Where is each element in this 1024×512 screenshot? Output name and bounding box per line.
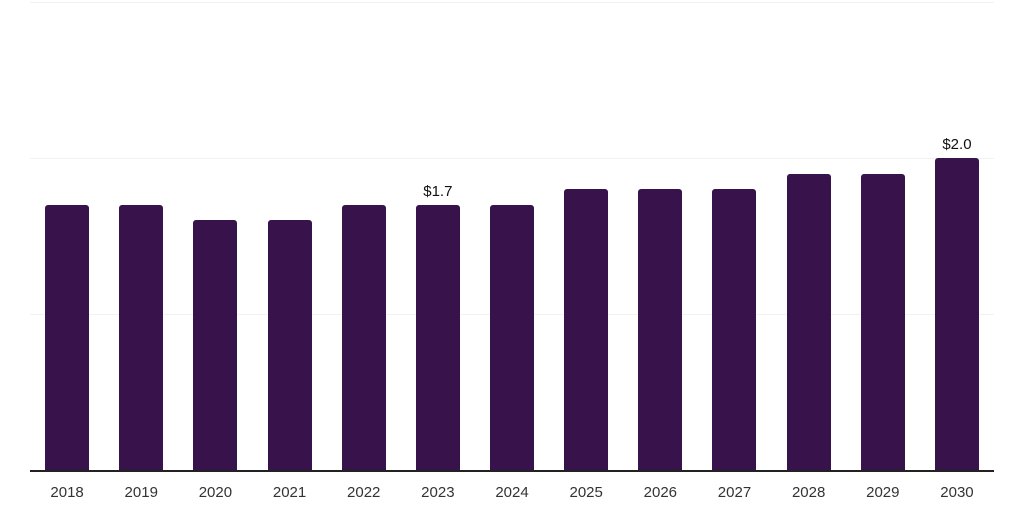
gridline-2 — [30, 158, 994, 159]
bar-2018 — [45, 204, 90, 470]
bar-2021 — [267, 220, 312, 470]
bars-row: $1.7 $2.0 — [30, 2, 994, 470]
x-tick-label-2029: 2029 — [866, 484, 900, 501]
x-axis-line — [30, 470, 994, 472]
bar-slot-2023: $1.7 — [401, 2, 475, 470]
bar-slot-2028 — [772, 2, 846, 470]
bar-slot-2021 — [252, 2, 326, 470]
x-tick-label-2025: 2025 — [569, 484, 603, 501]
bar-value-label-2030: $2.0 — [942, 136, 972, 153]
bar-slot-2022 — [327, 2, 401, 470]
x-tick-label-2024: 2024 — [495, 484, 529, 501]
bar-2026 — [638, 189, 683, 470]
x-tick-label-2026: 2026 — [643, 484, 678, 501]
bar-slot-2027 — [697, 2, 771, 470]
bar-2019 — [119, 204, 164, 470]
bar-slot-2025 — [549, 2, 623, 470]
x-tick-label-2020: 2020 — [198, 484, 233, 501]
x-tick-label-2019: 2019 — [124, 484, 158, 501]
bar-2023 — [415, 204, 460, 470]
bar-2030 — [934, 158, 979, 470]
bar-2020 — [193, 220, 238, 470]
bar-value-label-2023: $1.7 — [423, 182, 453, 200]
bar-slot-2019 — [104, 2, 178, 470]
bar-slot-2026 — [623, 2, 697, 470]
bar-2028 — [786, 173, 831, 470]
gridline-3 — [30, 2, 994, 3]
bar-2022 — [341, 204, 386, 470]
bar-2025 — [564, 189, 609, 470]
bar-2027 — [712, 189, 757, 470]
x-tick-label-2030: 2030 — [940, 484, 974, 501]
x-tick-label-2028: 2028 — [791, 484, 826, 501]
bar-slot-2018 — [30, 2, 104, 470]
bar-slot-2030: $2.0 — [920, 2, 994, 470]
bar-2029 — [860, 173, 905, 470]
bar-slot-2024 — [475, 2, 549, 470]
x-tick-label-2027: 2027 — [717, 484, 752, 501]
x-tick-label-2023: 2023 — [421, 484, 455, 501]
x-tick-label-2021: 2021 — [272, 484, 307, 501]
bar-slot-2029 — [846, 2, 920, 470]
x-tick-label-2018: 2018 — [50, 484, 84, 501]
x-tick-label-2022: 2022 — [347, 484, 381, 501]
plot-area: $1.7 $2.0 — [30, 2, 994, 472]
bar-2024 — [490, 204, 535, 470]
bar-slot-2020 — [178, 2, 252, 470]
x-axis-labels: 2018 2019 2020 2021 2022 2023 2024 2025 2026 2027… — [30, 484, 994, 502]
